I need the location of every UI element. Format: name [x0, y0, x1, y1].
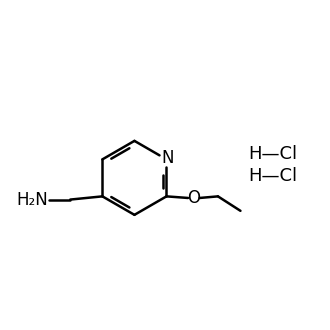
Text: H₂N: H₂N — [16, 191, 48, 209]
Text: N: N — [162, 149, 174, 167]
Text: H—Cl: H—Cl — [248, 145, 298, 163]
Text: H—Cl: H—Cl — [248, 167, 298, 185]
Text: O: O — [187, 189, 200, 207]
